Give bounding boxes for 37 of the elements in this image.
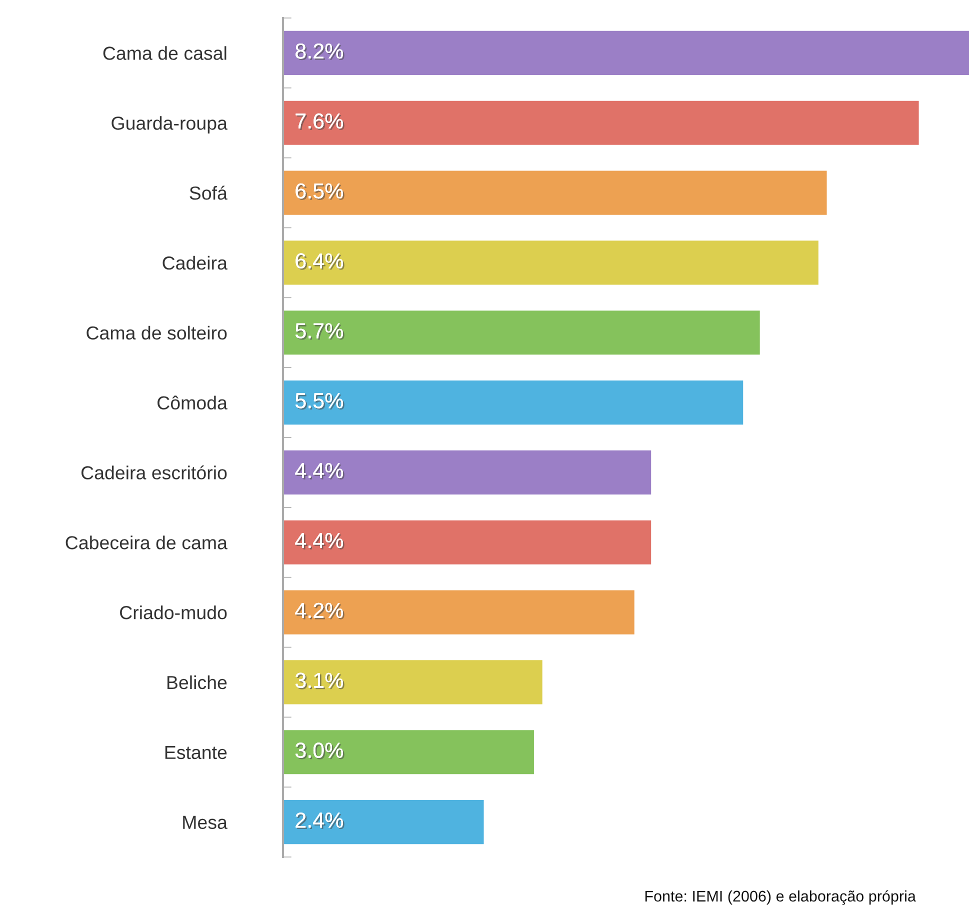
data-label: 8.2%	[296, 43, 344, 60]
y-tick-label: Cama de solteiro	[86, 326, 227, 340]
y-tick-label: Cama de casal	[103, 46, 226, 60]
data-label: 4.2%	[295, 602, 344, 620]
y-tick-label: Beliche	[167, 675, 227, 690]
y-tick-label: Criado-mudo	[120, 606, 227, 620]
bar	[283, 660, 542, 704]
y-tick-label: Sofá	[190, 186, 228, 200]
bar	[283, 30, 969, 75]
source-note: Fonte: IEMI (2006) e elaboração própria	[645, 890, 916, 905]
data-label: 4.4%	[295, 463, 344, 480]
y-tick-label: Cômoda	[158, 396, 228, 410]
bar	[283, 520, 652, 564]
bar	[283, 100, 919, 145]
data-label: 6.5%	[296, 183, 344, 200]
data-label: 7.6%	[296, 113, 344, 130]
y-tick-label: Estante	[165, 746, 227, 760]
bar	[283, 590, 634, 634]
bar	[283, 450, 652, 494]
data-label: 3.1%	[295, 672, 344, 690]
bar	[283, 800, 484, 844]
y-tick-label: Guarda-roupa	[112, 116, 228, 134]
bar	[283, 380, 744, 425]
data-label: 3.0%	[295, 742, 344, 760]
y-tick-label: Cadeira	[162, 256, 228, 270]
data-label: 5.7%	[296, 323, 344, 340]
bar	[283, 310, 760, 355]
y-tick-label: Cabeceira de cama	[66, 536, 228, 550]
data-label: 2.4%	[296, 812, 344, 830]
y-tick-label: Cadeira escritório	[81, 465, 227, 480]
data-label: 6.4%	[296, 253, 344, 270]
data-label: 4.4%	[295, 533, 344, 550]
bar	[283, 170, 827, 215]
data-label: 5.5%	[296, 393, 344, 410]
y-tick-label: Mesa	[183, 816, 228, 830]
bar	[283, 730, 534, 774]
bar	[283, 240, 818, 285]
